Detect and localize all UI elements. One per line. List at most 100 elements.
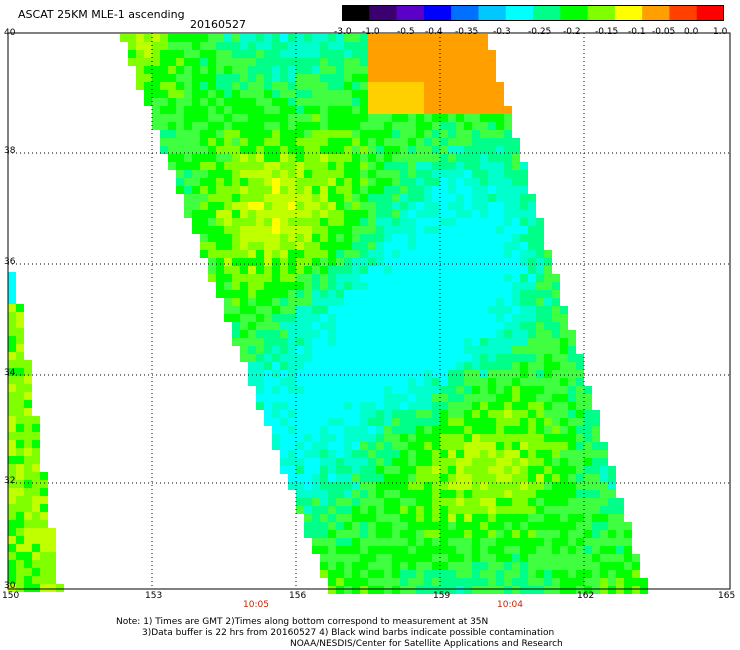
swath-cell (552, 586, 560, 594)
swath-cell (272, 106, 280, 114)
swath-cell (376, 578, 384, 586)
swath-cell (480, 34, 488, 42)
swath-cell (400, 298, 408, 306)
swath-cell (408, 322, 416, 330)
swath-cell (384, 578, 392, 586)
swath-cell (376, 490, 384, 498)
swath-cell (440, 330, 448, 338)
swath-cell (312, 162, 320, 170)
swath-cell (184, 34, 192, 42)
swath-cell (400, 522, 408, 530)
swath-cell (256, 354, 264, 362)
swath-cell (384, 346, 392, 354)
swath-cell (608, 474, 616, 482)
swath-cell (296, 362, 304, 370)
swath-cell (368, 450, 376, 458)
swath-cell (480, 410, 488, 418)
swath-cell (192, 202, 200, 210)
lat-label: 30 (4, 581, 16, 591)
swath-cell (360, 74, 368, 82)
swath-cell (528, 538, 536, 546)
swath-cell (480, 434, 488, 442)
swath-cell (360, 474, 368, 482)
swath-cell (408, 306, 416, 314)
swath-cell (416, 562, 424, 570)
swath-cell (568, 522, 576, 530)
swath-cell (560, 306, 568, 314)
swath-cell (336, 570, 344, 578)
swath-cell (544, 250, 552, 258)
swath-cell (328, 194, 336, 202)
swath-cell (496, 130, 504, 138)
swath-cell (248, 250, 256, 258)
swath-cell (272, 370, 280, 378)
swath-cell (392, 50, 400, 58)
swath-cell (288, 162, 296, 170)
swath-cell (504, 458, 512, 466)
swath-cell (360, 218, 368, 226)
swath-cell (312, 146, 320, 154)
swath-cell (520, 346, 528, 354)
swath-cell (368, 330, 376, 338)
swath-cell (8, 312, 16, 320)
colorbar-segment (369, 5, 398, 21)
swath-cell (552, 522, 560, 530)
swath-cell (520, 178, 528, 186)
swath-cell (208, 138, 216, 146)
swath-cell (536, 250, 544, 258)
swath-cell (400, 58, 408, 66)
swath-cell (272, 410, 280, 418)
swath-cell (312, 490, 320, 498)
swath-cell (400, 106, 408, 114)
swath-cell (368, 266, 376, 274)
swath-cell (264, 290, 272, 298)
swath-cell (376, 362, 384, 370)
swath-cell (408, 330, 416, 338)
swath-cell (432, 90, 440, 98)
swath-cell (512, 154, 520, 162)
swath-cell (16, 368, 24, 376)
swath-cell (408, 402, 416, 410)
swath-cell (480, 346, 488, 354)
swath-cell (392, 498, 400, 506)
swath-cell (376, 266, 384, 274)
swath-cell (256, 90, 264, 98)
swath-cell (496, 98, 504, 106)
swath-cell (376, 402, 384, 410)
swath-cell (416, 570, 424, 578)
swath-cell (472, 122, 480, 130)
swath-cell (504, 538, 512, 546)
swath-cell (576, 498, 584, 506)
swath-cell (448, 138, 456, 146)
swath-cell (320, 570, 328, 578)
swath-cell (240, 154, 248, 162)
swath-cell (568, 370, 576, 378)
swath-cell (400, 386, 408, 394)
swath-cell (384, 394, 392, 402)
swath-cell (392, 146, 400, 154)
swath-cell (424, 482, 432, 490)
swath-cell (8, 296, 16, 304)
swath-cell (400, 434, 408, 442)
swath-cell (432, 242, 440, 250)
swath-cell (416, 34, 424, 42)
swath-cell (216, 178, 224, 186)
swath-cell (432, 66, 440, 74)
swath-cell (384, 338, 392, 346)
swath-cell (392, 58, 400, 66)
swath-cell (384, 66, 392, 74)
swath-cell (392, 378, 400, 386)
swath-cell (488, 498, 496, 506)
swath-cell (344, 218, 352, 226)
swath-cell (480, 354, 488, 362)
swath-cell (384, 570, 392, 578)
swath-cell (464, 162, 472, 170)
swath-cell (256, 186, 264, 194)
swath-cell (392, 546, 400, 554)
swath-cell (336, 274, 344, 282)
swath-cell (472, 378, 480, 386)
swath-cell (424, 458, 432, 466)
swath-cell (608, 482, 616, 490)
swath-cell (32, 472, 40, 480)
swath-cell (528, 250, 536, 258)
